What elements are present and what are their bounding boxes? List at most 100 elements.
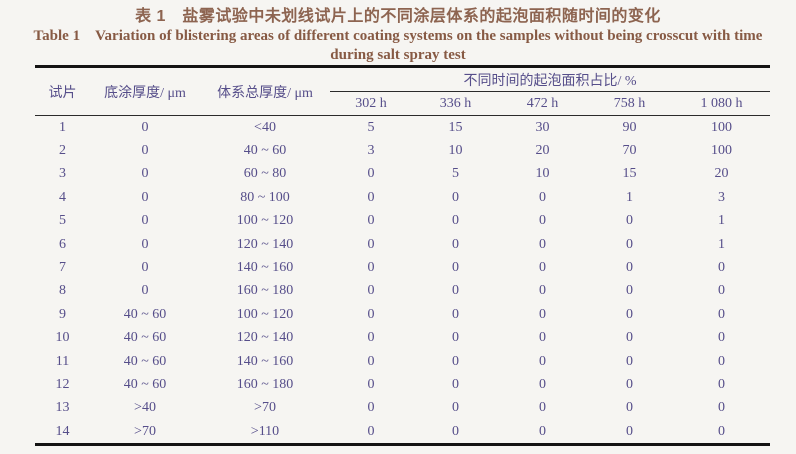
table-cell: 0 [452,260,459,276]
table-cell: 15 [448,119,463,135]
table-cell: 0 [452,423,459,439]
table-cell: 5 [452,166,459,182]
col-header-time-1080h: 1 080 h [673,91,771,116]
table-cell: 0 [367,330,375,346]
table-cell: 0 [367,400,375,416]
table-cell: 10 [55,330,70,346]
table-title-english-line2: during salt spray test [330,47,466,63]
table-cell: 100 ~ 120 [236,306,294,322]
table-cell: 15 [622,166,637,182]
table-cell: 40 ~ 60 [123,353,167,369]
table-cell: 0 [452,400,459,416]
table-row: 2 0 40 ~ 60 3 10 20 70 100 [35,139,770,162]
table-header: 试片 底涂厚度/ μm 体系总厚度/ μm 不同时间的起泡面积占比/ % 302… [35,66,771,116]
table-cell: 160 ~ 180 [236,376,294,392]
table-row: 12 40 ~ 60 160 ~ 180 0 0 0 0 0 [35,373,770,396]
table-row: 14 >70 >110 0 0 0 0 0 [35,420,770,445]
table-cell: 10 [448,143,463,159]
table-cell: 140 ~ 160 [236,260,294,276]
table-row: 9 40 ~ 60 100 ~ 120 0 0 0 0 0 [35,303,770,326]
table-cell: 0 [539,189,546,205]
table-cell: 0 [626,236,633,252]
table-title-english-line1: Table 1 Variation of blistering areas of… [33,28,763,44]
table-cell: 13 [55,400,70,416]
table-cell: 0 [367,189,375,205]
table-cell: 0 [452,353,459,369]
blistering-area-table: 试片 底涂厚度/ μm 体系总厚度/ μm 不同时间的起泡面积占比/ % 302… [35,65,771,447]
table-cell: 20 [535,143,550,159]
table-cell: 0 [626,306,633,322]
table-cell: 10 [535,166,550,182]
table-cell: 0 [367,306,375,322]
table-cell: 0 [626,376,633,392]
table-cell: 60 ~ 80 [243,166,287,182]
table-cell: 3 [367,143,375,159]
table-cell: 0 [141,189,149,205]
table-cell: 0 [452,189,459,205]
table-cell: 120 ~ 140 [236,330,294,346]
table-cell: 0 [539,400,546,416]
table-cell: 0 [626,330,633,346]
table-cell: 120 ~ 140 [236,236,294,252]
table-cell: 0 [718,423,725,439]
table-cell: 11 [55,353,70,369]
table-cell: 7 [59,260,66,276]
table-cell: 0 [718,283,725,299]
table-row: 1 0 <40 5 15 30 90 100 [35,116,770,140]
table-cell: 40 ~ 60 [123,330,167,346]
table-cell: 12 [55,376,70,392]
table-cell: 0 [367,376,375,392]
table-row: 7 0 140 ~ 160 0 0 0 0 0 [35,256,770,279]
table-cell: <40 [254,119,276,135]
table-cell: 0 [626,283,633,299]
table-cell: 0 [452,283,459,299]
table-row: 6 0 120 ~ 140 0 0 0 0 1 [35,233,770,256]
table-cell: 3 [718,189,725,205]
table-cell: 0 [539,260,546,276]
col-header-primer-thickness: 底涂厚度/ μm [90,66,200,116]
col-header-time-758h: 758 h [586,91,673,116]
table-cell: 30 [535,119,550,135]
table-cell: 0 [626,400,633,416]
table-cell: 0 [539,330,546,346]
table-cell: 100 [711,143,732,159]
table-cell: 90 [622,119,637,135]
table-cell: 2 [59,143,66,159]
table-cell: 0 [141,119,149,135]
table-cell: 0 [141,166,149,182]
table-cell: >70 [254,400,276,416]
table-row: 3 0 60 ~ 80 0 5 10 15 20 [35,163,770,186]
table-cell: 0 [367,353,375,369]
table-cell: 0 [367,283,375,299]
table-cell: 6 [59,236,66,252]
table-cell: 100 [711,119,732,135]
table-cell: 0 [539,353,546,369]
table-title-chinese: 表 1 盐雾试验中未划线试片上的不同涂层体系的起泡面积随时间的变化 [135,8,661,25]
table-cell: 0 [452,306,459,322]
table-cell: 0 [539,306,546,322]
table-cell: 0 [141,143,149,159]
col-header-time-336h: 336 h [412,91,499,116]
table-cell: 5 [59,213,66,229]
table-cell: 1 [626,189,633,205]
table-cell: 0 [626,423,633,439]
table-row: 5 0 100 ~ 120 0 0 0 0 1 [35,210,770,233]
table-cell: 0 [141,213,149,229]
table-cell: 40 ~ 60 [123,306,167,322]
table-cell: 0 [539,423,546,439]
col-header-time-472h: 472 h [499,91,586,116]
table-cell: 0 [718,353,725,369]
table-cell: 0 [718,376,725,392]
table-cell: 0 [452,330,459,346]
table-cell: 0 [452,236,459,252]
table-cell: 0 [539,376,546,392]
table-cell: 0 [367,260,375,276]
table-cell: 0 [141,283,149,299]
header-row-top: 试片 底涂厚度/ μm 体系总厚度/ μm 不同时间的起泡面积占比/ % [35,66,771,116]
table-cell: 140 ~ 160 [236,353,294,369]
table-cell: 9 [59,306,66,322]
table-cell: 0 [367,213,375,229]
table-body: 1 0 <40 5 15 30 90 100 2 0 40 ~ 60 3 10 20 70 100 3 0 60 ~… [35,116,770,445]
table-cell: 0 [718,306,725,322]
header-row-times: 302 h 336 h 472 h 758 h 1 080 h [35,91,771,116]
